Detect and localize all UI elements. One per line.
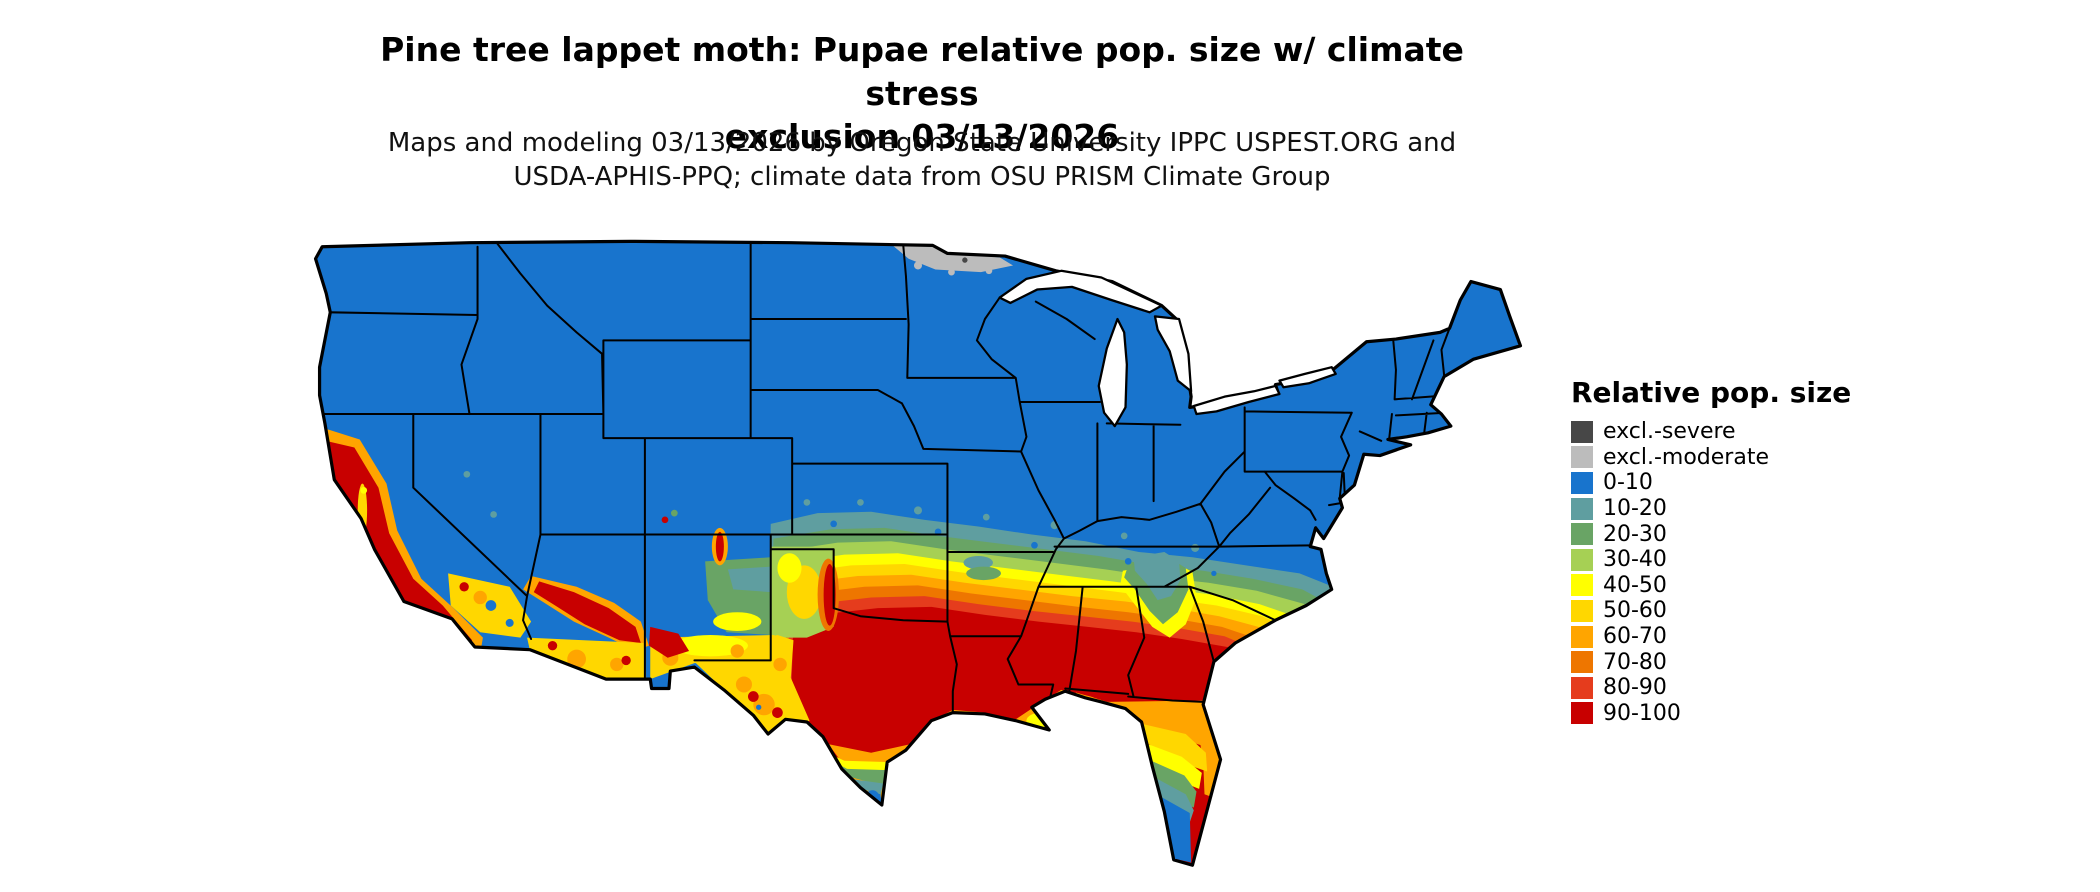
legend-row: 0-10 bbox=[1571, 470, 1851, 496]
us-outline bbox=[313, 239, 1523, 867]
legend-swatch bbox=[1571, 420, 1593, 443]
zone-nevada-teal-specks bbox=[463, 470, 497, 518]
legend-swatch bbox=[1571, 497, 1593, 520]
legend-swatch bbox=[1571, 651, 1593, 674]
zone-mogollon-red bbox=[533, 581, 641, 643]
zone-colorado-green-speck bbox=[670, 509, 678, 517]
zone-west-texas-blue-speck bbox=[756, 704, 762, 710]
legend-swatch bbox=[1571, 523, 1593, 546]
zone-excl-severe-speck bbox=[962, 257, 968, 263]
legend-label: 60-70 bbox=[1603, 624, 1667, 650]
great-lakes bbox=[998, 269, 1337, 428]
legend-label: 50-60 bbox=[1603, 598, 1667, 624]
zone-stx-teal bbox=[825, 760, 884, 796]
zone-south-nm-yellow bbox=[673, 634, 748, 657]
map-subtitle: Maps and modeling 03/13/2026 by Oregon S… bbox=[322, 126, 1522, 195]
legend-swatch bbox=[1571, 548, 1593, 571]
zone-mojave-orange bbox=[473, 590, 487, 605]
legend-title: Relative pop. size bbox=[1571, 376, 1852, 409]
legend-swatch bbox=[1571, 471, 1593, 494]
zone-ozark-teal bbox=[963, 555, 993, 570]
zone-north-fl-orange bbox=[1106, 700, 1221, 752]
zone-mojave-blue-specks bbox=[485, 600, 514, 627]
legend-swatch bbox=[1571, 676, 1593, 699]
zone-colorado-red-speck bbox=[661, 516, 669, 524]
map-subtitle-line1: Maps and modeling 03/13/2026 by Oregon S… bbox=[387, 128, 1457, 158]
zone-excl-moderate-minnesota bbox=[892, 245, 1014, 273]
map-title-line1: Pine tree lappet moth: Pupae relative po… bbox=[380, 30, 1464, 113]
us-map bbox=[308, 236, 1528, 892]
legend-row: 20-30 bbox=[1571, 521, 1851, 547]
zone-band-edge-blue-specks bbox=[830, 520, 1217, 577]
choropleth-fill-layers bbox=[315, 241, 1521, 866]
legend-label: excl.-severe bbox=[1603, 419, 1736, 445]
zone-stx-green bbox=[809, 748, 888, 787]
zone-stx-yellow bbox=[788, 734, 914, 781]
zone-gila-red bbox=[648, 626, 690, 658]
zone-south-az-orange bbox=[567, 649, 624, 672]
zone-south-az-red-specks bbox=[547, 640, 631, 666]
zone-central-valley-yellow bbox=[360, 487, 368, 494]
lake-superior bbox=[998, 269, 1163, 314]
zone-socal-red-speck bbox=[459, 582, 469, 592]
legend-swatch bbox=[1571, 446, 1593, 469]
legend-row: 40-50 bbox=[1571, 573, 1851, 599]
legend-label: 0-10 bbox=[1603, 470, 1653, 496]
map-title-line2: exclusion 03/13/2026 bbox=[724, 117, 1120, 157]
legend-label: 90-100 bbox=[1603, 700, 1681, 726]
legend-label: 80-90 bbox=[1603, 675, 1667, 701]
legend-swatch bbox=[1571, 574, 1593, 597]
zone-appalachian-teal bbox=[1133, 551, 1181, 601]
zone-sangre-red bbox=[715, 531, 724, 562]
legend-label: excl.-moderate bbox=[1603, 444, 1769, 470]
legend-swatch bbox=[1571, 599, 1593, 622]
legend-label: 40-50 bbox=[1603, 572, 1667, 598]
legend-label: 70-80 bbox=[1603, 649, 1667, 675]
zone-panhandle-yellow bbox=[777, 553, 802, 583]
legend-row: 70-80 bbox=[1571, 649, 1851, 675]
legend-rows: excl.-severe excl.-moderate 0-10 10-20 2… bbox=[1571, 419, 1851, 726]
legend-row: 90-100 bbox=[1571, 701, 1851, 727]
legend-label: 10-20 bbox=[1603, 496, 1667, 522]
map-title: Pine tree lappet moth: Pupae relative po… bbox=[322, 28, 1522, 159]
legend-row: 10-20 bbox=[1571, 496, 1851, 522]
legend-swatch bbox=[1571, 625, 1593, 648]
legend-row: 60-70 bbox=[1571, 624, 1851, 650]
lake-ontario bbox=[1278, 366, 1337, 389]
legend: Relative pop. size excl.-severe excl.-mo… bbox=[1571, 376, 1851, 726]
legend-swatch bbox=[1571, 702, 1593, 725]
legend-row: 50-60 bbox=[1571, 598, 1851, 624]
map-subtitle-line2: USDA-APHIS-PPQ; climate data from OSU PR… bbox=[513, 162, 1331, 193]
lake-huron bbox=[1153, 315, 1193, 393]
lake-michigan bbox=[1097, 317, 1128, 428]
legend-label: 20-30 bbox=[1603, 521, 1667, 547]
legend-label: 30-40 bbox=[1603, 547, 1667, 573]
zone-east-nm-teal bbox=[727, 566, 771, 593]
zone-excl-moderate-specks bbox=[913, 261, 993, 276]
us-map-svg bbox=[313, 239, 1523, 867]
zone-california-red bbox=[315, 436, 473, 649]
legend-row: excl.-severe bbox=[1571, 419, 1851, 445]
zone-nm-yellow bbox=[713, 612, 762, 631]
lake-erie bbox=[1192, 384, 1281, 416]
legend-row: excl.-moderate bbox=[1571, 445, 1851, 471]
legend-row: 30-40 bbox=[1571, 547, 1851, 573]
zone-fl-yellow bbox=[1138, 740, 1202, 789]
zone-ozark-green bbox=[966, 566, 1002, 581]
zone-fl-gold bbox=[1128, 720, 1208, 772]
state-borders bbox=[321, 241, 1451, 714]
legend-row: 80-90 bbox=[1571, 675, 1851, 701]
